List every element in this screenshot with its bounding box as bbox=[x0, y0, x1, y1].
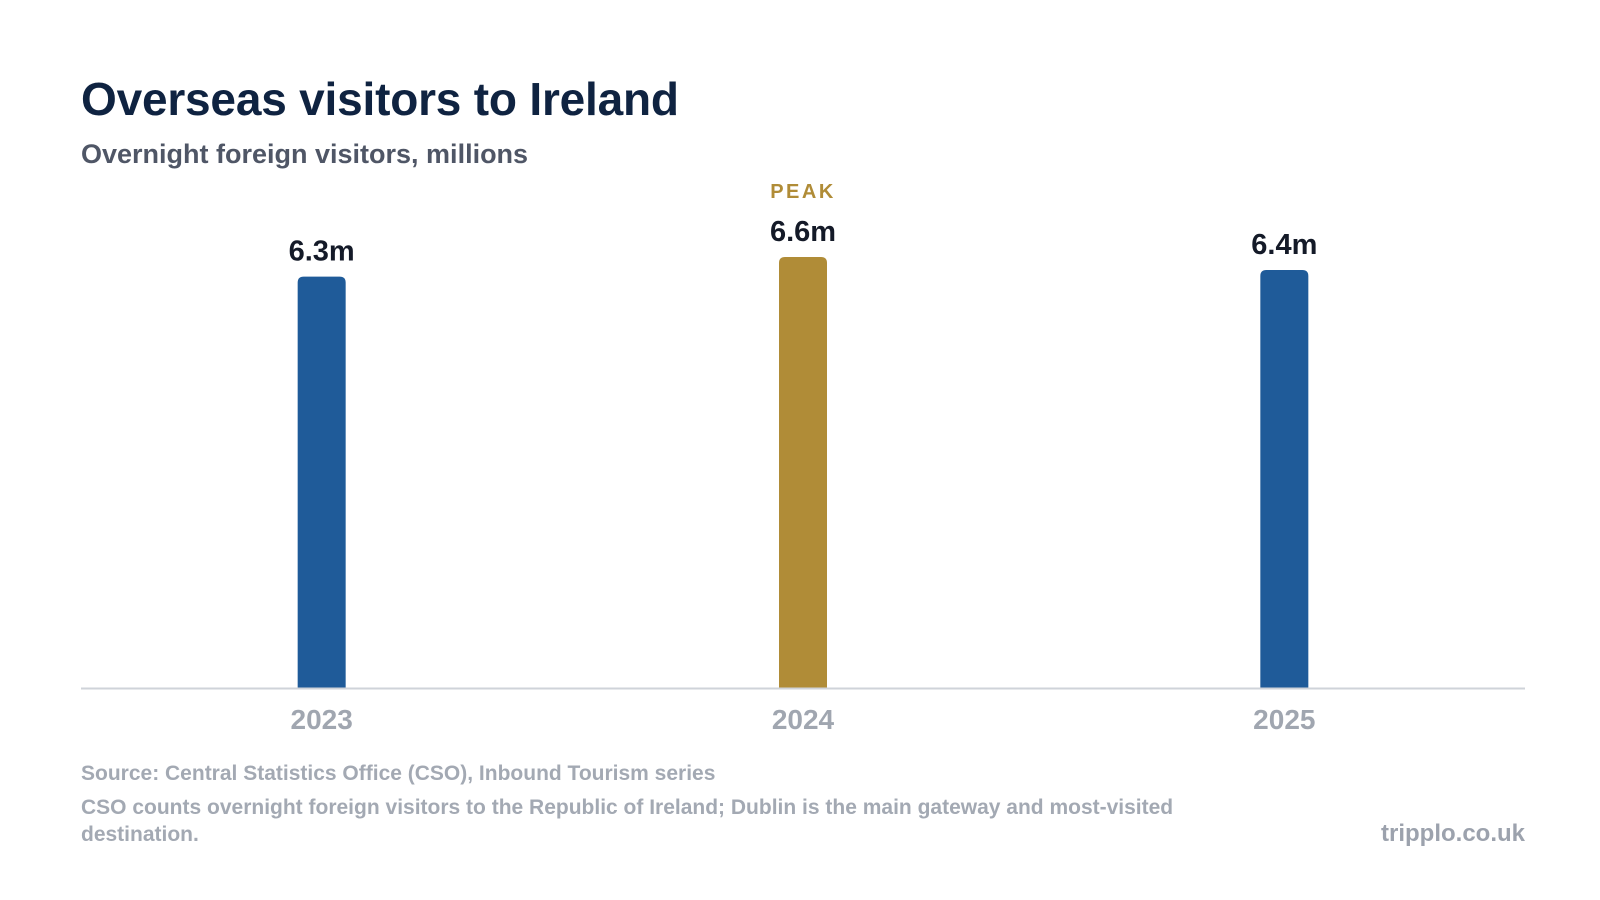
x-tick-label-2023: 2023 bbox=[291, 704, 353, 735]
bar-chart: 6.3m 2023 6.6m PEAK 2024 6.4m 2025 bbox=[81, 181, 1525, 735]
bar-2023 bbox=[297, 276, 346, 688]
chart-title: Overseas visitors to Ireland bbox=[81, 73, 679, 125]
source-note: Source: Central Statistics Office (CSO),… bbox=[81, 762, 716, 785]
x-tick-label-2024: 2024 bbox=[772, 704, 835, 735]
data-label-2025: 6.4m bbox=[1251, 229, 1317, 261]
bar-2025 bbox=[1260, 270, 1309, 688]
data-label-2023: 6.3m bbox=[289, 236, 355, 268]
peak-label: PEAK bbox=[770, 181, 836, 203]
footnote: CSO counts overnight foreign visitors to… bbox=[81, 796, 1174, 846]
data-label-2024: 6.6m bbox=[770, 216, 836, 248]
brand-label: tripplo.co.uk bbox=[1381, 820, 1525, 847]
x-tick-label-2025: 2025 bbox=[1253, 704, 1315, 735]
chart-subtitle: Overnight foreign visitors, millions bbox=[81, 139, 529, 169]
bar-2024 bbox=[779, 257, 827, 688]
